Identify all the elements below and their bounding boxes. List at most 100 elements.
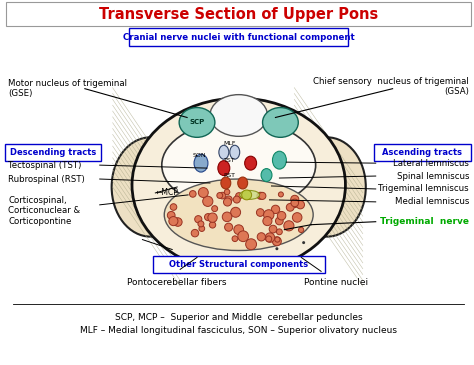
- Text: ←MCP: ←MCP: [155, 188, 178, 197]
- Ellipse shape: [245, 156, 256, 170]
- Ellipse shape: [218, 161, 230, 176]
- Circle shape: [263, 216, 272, 226]
- Circle shape: [233, 196, 240, 203]
- Circle shape: [275, 237, 280, 242]
- Ellipse shape: [263, 108, 298, 137]
- Ellipse shape: [112, 137, 189, 237]
- Ellipse shape: [210, 95, 267, 137]
- Circle shape: [296, 201, 304, 209]
- Text: Descending tracts: Descending tracts: [10, 148, 96, 157]
- Ellipse shape: [219, 145, 229, 159]
- Ellipse shape: [132, 98, 346, 272]
- Text: Cranial nerve nuclei with functional component: Cranial nerve nuclei with functional com…: [123, 32, 355, 42]
- Circle shape: [257, 192, 264, 199]
- Text: Pontine nuclei: Pontine nuclei: [304, 278, 368, 287]
- Circle shape: [292, 213, 302, 222]
- Circle shape: [212, 205, 218, 212]
- Circle shape: [275, 217, 283, 225]
- Ellipse shape: [221, 177, 231, 189]
- Ellipse shape: [288, 137, 366, 237]
- Text: Tectospinal (TST): Tectospinal (TST): [9, 161, 82, 170]
- Ellipse shape: [273, 151, 286, 169]
- Circle shape: [238, 231, 248, 242]
- Circle shape: [236, 193, 242, 199]
- Text: MLF: MLF: [224, 141, 236, 146]
- Text: RST: RST: [224, 173, 236, 177]
- Circle shape: [275, 247, 278, 250]
- Circle shape: [286, 203, 294, 211]
- Text: SON: SON: [192, 153, 206, 158]
- Circle shape: [208, 213, 217, 222]
- Circle shape: [256, 209, 264, 216]
- Ellipse shape: [230, 145, 240, 159]
- Circle shape: [210, 222, 216, 228]
- Circle shape: [198, 188, 208, 197]
- Circle shape: [278, 192, 283, 197]
- Circle shape: [198, 221, 204, 227]
- FancyBboxPatch shape: [374, 144, 471, 161]
- Text: Trigeminal lemniscus: Trigeminal lemniscus: [378, 184, 469, 193]
- Ellipse shape: [162, 120, 316, 210]
- Circle shape: [291, 199, 299, 207]
- Circle shape: [232, 236, 238, 242]
- Circle shape: [217, 193, 223, 199]
- Ellipse shape: [238, 177, 247, 189]
- Text: Medial lemniscus: Medial lemniscus: [395, 197, 469, 206]
- Text: Lateral lemniscus: Lateral lemniscus: [393, 159, 469, 168]
- Ellipse shape: [164, 179, 313, 250]
- Circle shape: [225, 223, 233, 231]
- Circle shape: [291, 200, 299, 208]
- Circle shape: [224, 189, 230, 195]
- FancyBboxPatch shape: [7, 2, 471, 26]
- Circle shape: [271, 205, 280, 214]
- Circle shape: [231, 207, 241, 217]
- Circle shape: [266, 236, 272, 242]
- Ellipse shape: [261, 169, 272, 181]
- Circle shape: [265, 233, 275, 242]
- Circle shape: [219, 192, 226, 199]
- Circle shape: [191, 229, 199, 237]
- Text: SCP: SCP: [190, 119, 205, 126]
- Text: Corticospinal,
Corticonuclear &
Corticopontine: Corticospinal, Corticonuclear & Corticop…: [9, 196, 81, 226]
- Circle shape: [170, 204, 177, 210]
- Text: Motor nucleus of trigeminal
(GSE): Motor nucleus of trigeminal (GSE): [9, 79, 128, 98]
- Text: MLF – Medial longitudinal fasciculus, SON – Superior olivatory nucleus: MLF – Medial longitudinal fasciculus, SO…: [80, 326, 397, 335]
- Circle shape: [259, 192, 266, 199]
- Circle shape: [223, 198, 231, 206]
- Circle shape: [169, 216, 178, 226]
- Text: Pontocerebellar fibers: Pontocerebellar fibers: [128, 278, 227, 287]
- Circle shape: [277, 211, 286, 220]
- Text: Other Structural components: Other Structural components: [169, 260, 308, 269]
- Circle shape: [173, 218, 182, 226]
- Ellipse shape: [179, 108, 215, 137]
- Circle shape: [276, 229, 283, 235]
- Circle shape: [225, 196, 232, 203]
- Text: SCP, MCP –  Superior and Middle  cerebellar peduncles: SCP, MCP – Superior and Middle cerebella…: [115, 312, 363, 322]
- Circle shape: [246, 239, 256, 250]
- Circle shape: [299, 227, 304, 233]
- Circle shape: [264, 210, 274, 220]
- Text: Trigeminal  nerve: Trigeminal nerve: [380, 217, 469, 226]
- Ellipse shape: [194, 154, 208, 172]
- Text: Transverse Section of Upper Pons: Transverse Section of Upper Pons: [99, 7, 378, 22]
- Circle shape: [302, 241, 305, 244]
- Circle shape: [242, 190, 252, 200]
- Circle shape: [222, 212, 232, 222]
- Text: Spinal lemniscus: Spinal lemniscus: [397, 172, 469, 181]
- Circle shape: [195, 216, 202, 223]
- Circle shape: [291, 195, 299, 203]
- Circle shape: [204, 214, 211, 220]
- Ellipse shape: [240, 191, 260, 199]
- Text: TST: TST: [224, 158, 236, 163]
- Circle shape: [167, 211, 175, 219]
- Circle shape: [257, 233, 265, 241]
- Circle shape: [269, 225, 277, 233]
- FancyBboxPatch shape: [153, 256, 325, 273]
- Text: Rubrospinal (RST): Rubrospinal (RST): [9, 174, 85, 184]
- Circle shape: [284, 221, 294, 231]
- Circle shape: [273, 237, 282, 246]
- Circle shape: [199, 226, 205, 231]
- Circle shape: [203, 196, 213, 207]
- Text: Chief sensory  nucleus of trigeminal
(GSA): Chief sensory nucleus of trigeminal (GSA…: [313, 77, 469, 96]
- FancyBboxPatch shape: [129, 28, 348, 46]
